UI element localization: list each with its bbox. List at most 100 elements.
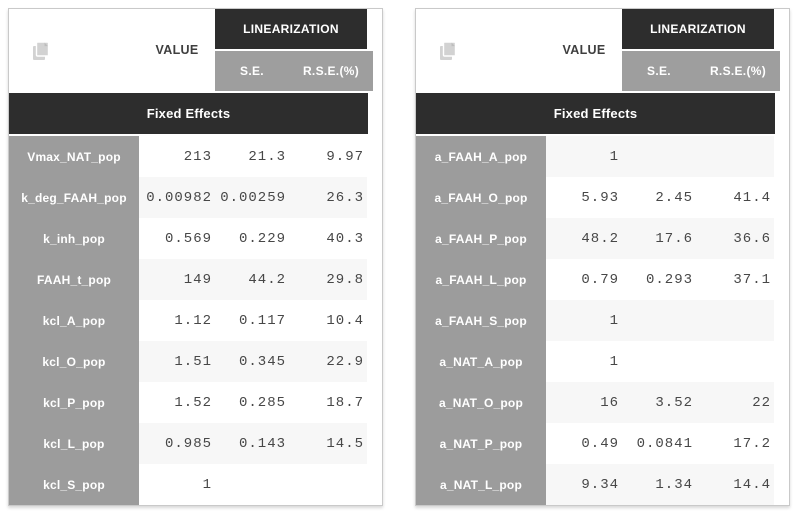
se-column-header: S.E. bbox=[240, 64, 264, 78]
se-cell: 0.0841 bbox=[636, 435, 693, 452]
param-name-cell: a_FAAH_S_pop bbox=[416, 300, 546, 341]
param-name-cell: kcl_O_pop bbox=[9, 341, 139, 382]
rse-cell: 40.3 bbox=[326, 230, 364, 247]
table-row: kcl_L_pop 0.985 0.143 14.5 bbox=[9, 423, 382, 464]
table-row: a_FAAH_S_pop 1 bbox=[416, 300, 789, 341]
table-row: kcl_O_pop 1.51 0.345 22.9 bbox=[9, 341, 382, 382]
param-name-cell: a_FAAH_O_pop bbox=[416, 177, 546, 218]
value-cell: 1 bbox=[609, 148, 619, 165]
param-name-cell: kcl_S_pop bbox=[9, 464, 139, 505]
fixed-effects-table-left: VALUE LINEARIZATION S.E. R.S.E.(%) Fixed… bbox=[8, 8, 383, 506]
se-cell: 0.117 bbox=[238, 312, 286, 329]
value-cell: 0.985 bbox=[164, 435, 212, 452]
row-values: 0.79 0.293 37.1 bbox=[546, 259, 774, 300]
value-cell: 1 bbox=[202, 476, 212, 493]
row-values: 5.93 2.45 41.4 bbox=[546, 177, 774, 218]
scrollbar-gutter bbox=[367, 382, 382, 423]
copy-table-button[interactable] bbox=[29, 39, 53, 63]
table-row: a_FAAH_L_pop 0.79 0.293 37.1 bbox=[416, 259, 789, 300]
se-cell: 44.2 bbox=[248, 271, 286, 288]
se-cell: 2.45 bbox=[655, 189, 693, 206]
copy-icon bbox=[440, 41, 457, 60]
population-parameters-panel: VALUE LINEARIZATION S.E. R.S.E.(%) Fixed… bbox=[8, 8, 797, 506]
rse-cell: 36.6 bbox=[733, 230, 771, 247]
scrollbar-gutter bbox=[367, 423, 382, 464]
rse-cell: 14.5 bbox=[326, 435, 364, 452]
row-values: 1 bbox=[546, 341, 774, 382]
value-cell: 0.569 bbox=[164, 230, 212, 247]
param-name-cell: Vmax_NAT_pop bbox=[9, 136, 139, 177]
se-cell: 0.293 bbox=[645, 271, 693, 288]
row-values: 0.569 0.229 40.3 bbox=[139, 218, 367, 259]
scrollbar-gutter bbox=[367, 341, 382, 382]
se-cell: 0.00259 bbox=[220, 189, 286, 206]
param-name-cell: FAAH_t_pop bbox=[9, 259, 139, 300]
value-cell: 9.34 bbox=[581, 476, 619, 493]
value-cell: 0.00982 bbox=[146, 189, 212, 206]
param-name-cell: kcl_P_pop bbox=[9, 382, 139, 423]
se-column-header: S.E. bbox=[647, 64, 671, 78]
param-name-cell: kcl_A_pop bbox=[9, 300, 139, 341]
rse-cell: 29.8 bbox=[326, 271, 364, 288]
rse-cell: 17.2 bbox=[733, 435, 771, 452]
value-cell: 149 bbox=[183, 271, 212, 288]
table-row: a_FAAH_P_pop 48.2 17.6 36.6 bbox=[416, 218, 789, 259]
table-row: Vmax_NAT_pop 213 21.3 9.97 bbox=[9, 136, 382, 177]
table-row: a_NAT_L_pop 9.34 1.34 14.4 bbox=[416, 464, 789, 505]
row-values: 1.51 0.345 22.9 bbox=[139, 341, 367, 382]
row-values: 0.00982 0.00259 26.3 bbox=[139, 177, 367, 218]
scrollbar-gutter bbox=[774, 218, 789, 259]
se-cell: 17.6 bbox=[655, 230, 693, 247]
table-row: kcl_A_pop 1.12 0.117 10.4 bbox=[9, 300, 382, 341]
fixed-effects-section-header: Fixed Effects bbox=[416, 93, 775, 134]
row-values: 0.985 0.143 14.5 bbox=[139, 423, 367, 464]
table-row: FAAH_t_pop 149 44.2 29.8 bbox=[9, 259, 382, 300]
scrollbar-gutter bbox=[367, 218, 382, 259]
value-cell: 1 bbox=[609, 312, 619, 329]
rse-cell: 22.9 bbox=[326, 353, 364, 370]
rse-cell: 18.7 bbox=[326, 394, 364, 411]
param-name-cell: k_deg_FAAH_pop bbox=[9, 177, 139, 218]
row-values: 1 bbox=[546, 300, 774, 341]
linearization-header: LINEARIZATION bbox=[215, 9, 367, 49]
table-row: kcl_S_pop 1 bbox=[9, 464, 382, 505]
table-row: k_inh_pop 0.569 0.229 40.3 bbox=[9, 218, 382, 259]
row-values: 1.52 0.285 18.7 bbox=[139, 382, 367, 423]
se-cell: 0.285 bbox=[238, 394, 286, 411]
linearization-header: LINEARIZATION bbox=[622, 9, 774, 49]
row-values: 149 44.2 29.8 bbox=[139, 259, 367, 300]
rse-cell: 26.3 bbox=[326, 189, 364, 206]
table-row: a_NAT_P_pop 0.49 0.0841 17.2 bbox=[416, 423, 789, 464]
value-cell: 1 bbox=[609, 353, 619, 370]
scrollbar-gutter bbox=[367, 136, 382, 177]
table-body: Vmax_NAT_pop 213 21.3 9.97 k_deg_FAAH_pop 0.0… bbox=[9, 136, 382, 505]
param-name-cell: a_NAT_P_pop bbox=[416, 423, 546, 464]
copy-table-button[interactable] bbox=[436, 39, 460, 63]
scrollbar-gutter bbox=[367, 177, 382, 218]
rse-cell: 9.97 bbox=[326, 148, 364, 165]
table-row: a_NAT_O_pop 16 3.52 22 bbox=[416, 382, 789, 423]
rse-cell: 41.4 bbox=[733, 189, 771, 206]
rse-cell: 14.4 bbox=[733, 476, 771, 493]
value-cell: 1.51 bbox=[174, 353, 212, 370]
scrollbar-gutter bbox=[367, 259, 382, 300]
param-name-cell: a_NAT_O_pop bbox=[416, 382, 546, 423]
row-values: 9.34 1.34 14.4 bbox=[546, 464, 774, 505]
scrollbar-gutter bbox=[774, 136, 789, 177]
table-row: a_FAAH_O_pop 5.93 2.45 41.4 bbox=[416, 177, 789, 218]
rse-cell: 37.1 bbox=[733, 271, 771, 288]
table-row: a_NAT_A_pop 1 bbox=[416, 341, 789, 382]
row-values: 1 bbox=[546, 136, 774, 177]
copy-icon bbox=[33, 41, 50, 60]
rse-cell: 22 bbox=[752, 394, 771, 411]
value-column-header: VALUE bbox=[155, 43, 199, 57]
table-header: VALUE LINEARIZATION S.E. R.S.E.(%) bbox=[416, 9, 789, 93]
table-row: kcl_P_pop 1.52 0.285 18.7 bbox=[9, 382, 382, 423]
value-cell: 213 bbox=[183, 148, 212, 165]
scrollbar-gutter bbox=[774, 341, 789, 382]
param-name-cell: a_FAAH_A_pop bbox=[416, 136, 546, 177]
row-values: 0.49 0.0841 17.2 bbox=[546, 423, 774, 464]
linearization-subheader: S.E. R.S.E.(%) bbox=[215, 51, 373, 91]
row-values: 213 21.3 9.97 bbox=[139, 136, 367, 177]
rse-column-header: R.S.E.(%) bbox=[302, 64, 360, 78]
